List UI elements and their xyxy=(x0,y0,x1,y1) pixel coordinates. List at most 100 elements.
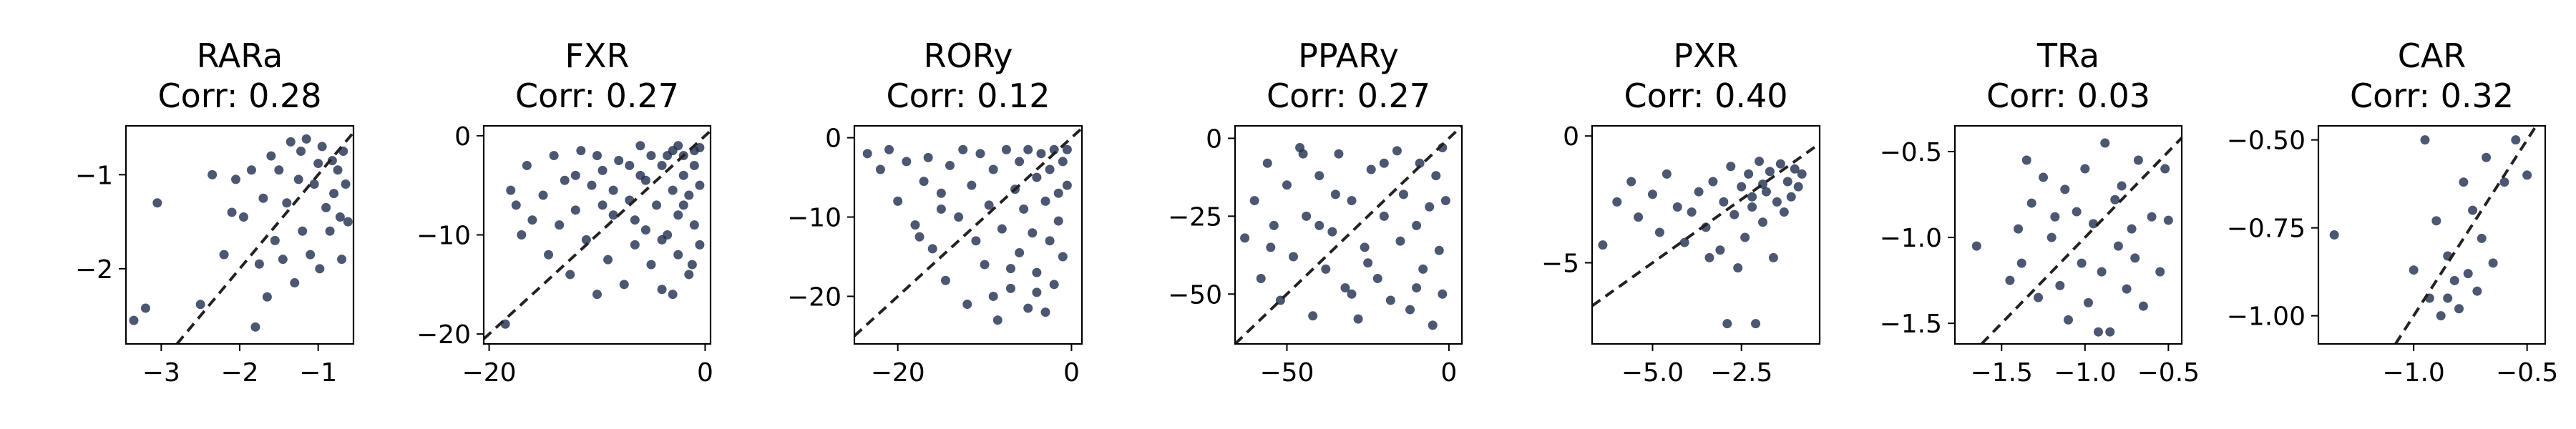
scatter-point xyxy=(603,255,613,265)
plot-area xyxy=(854,127,1082,337)
scatter-point xyxy=(954,212,964,222)
scatter-point xyxy=(570,205,580,215)
scatter-point xyxy=(1747,202,1757,212)
scatter-point xyxy=(640,225,650,235)
identity-line xyxy=(1980,137,2182,344)
y-tick-label: −2 xyxy=(75,255,113,285)
scatter-point xyxy=(1005,264,1015,274)
scatter-point xyxy=(630,215,640,225)
scatter-point xyxy=(657,285,667,295)
scatter-point xyxy=(2014,224,2024,234)
scatter-point xyxy=(254,259,264,269)
scatter-point xyxy=(668,185,678,195)
y-tick-label: −5 xyxy=(1541,250,1579,279)
y-tick-label: 0 xyxy=(1563,122,1579,152)
scatter-point xyxy=(1747,192,1757,202)
y-tick-label: −1.0 xyxy=(1880,224,1942,253)
scatter-point xyxy=(219,250,229,260)
scatter-point xyxy=(2472,286,2482,296)
scatter-point xyxy=(2160,164,2170,174)
scatter-point xyxy=(1062,180,1072,190)
x-tick-label: −20 xyxy=(462,358,517,388)
scatter-point xyxy=(1708,177,1718,187)
scatter-point xyxy=(967,180,977,190)
y-tick-label: −10 xyxy=(787,204,841,233)
plot-area xyxy=(1971,137,2182,344)
scatter-point xyxy=(1395,236,1405,246)
y-tick-label: −1 xyxy=(75,161,113,190)
x-tick-label: −1.5 xyxy=(1971,358,2033,388)
scatter-point xyxy=(914,232,924,242)
chart-title: RORy xyxy=(924,36,1013,75)
chart-correlation: Corr: 0.40 xyxy=(1624,77,1787,115)
scatter-point xyxy=(1744,169,1754,179)
scatter-point xyxy=(511,200,521,210)
scatter-point xyxy=(231,174,241,184)
scatter-point xyxy=(1385,295,1395,305)
scatter-point xyxy=(2147,212,2157,222)
scatter-point xyxy=(2072,207,2082,217)
scatter-point xyxy=(282,198,292,208)
scatter-point xyxy=(997,224,1007,234)
scatter-point xyxy=(984,200,994,210)
scatter-point xyxy=(1392,146,1402,156)
y-tick-label: 0 xyxy=(454,122,471,152)
scatter-point xyxy=(958,144,968,154)
scatter-point xyxy=(581,235,591,245)
scatter-point xyxy=(317,142,327,152)
y-tick-label: −10 xyxy=(416,222,471,251)
scatter-point xyxy=(337,255,347,265)
scatter-point xyxy=(988,291,998,301)
scatter-point xyxy=(1282,180,1292,190)
scatter-point xyxy=(1314,220,1324,230)
scatter-point xyxy=(549,151,559,161)
scatter-point xyxy=(1694,187,1704,197)
scatter-point xyxy=(652,200,662,210)
scatter-point xyxy=(1438,289,1448,299)
scatter-point xyxy=(608,185,618,195)
scatter-point xyxy=(597,165,608,175)
scatter-point xyxy=(1363,258,1373,268)
scatter-point xyxy=(2083,297,2093,307)
scatter-point xyxy=(576,146,586,156)
scatter-point xyxy=(1779,207,1789,217)
scatter-point xyxy=(1737,182,1747,192)
scatter-point xyxy=(1058,157,1068,167)
chart-correlation: Corr: 0.27 xyxy=(515,77,679,115)
scatter-point xyxy=(2511,135,2521,145)
scatter-point xyxy=(2097,267,2107,277)
scatter-point xyxy=(1240,233,1250,243)
scatter-point xyxy=(301,134,311,144)
scatter-point xyxy=(2463,269,2473,279)
scatter-point xyxy=(1971,241,1981,251)
scatter-point xyxy=(1045,164,1055,174)
scatter-point xyxy=(1314,171,1324,181)
x-tick-label: −1.0 xyxy=(2382,358,2444,388)
scatter-point xyxy=(2113,241,2123,251)
scatter-point xyxy=(640,175,650,185)
scatter-point xyxy=(2105,327,2115,337)
y-tick-label: −20 xyxy=(787,282,841,312)
scatter-point xyxy=(2468,205,2478,215)
scatter-point xyxy=(2477,233,2487,243)
scatter-point xyxy=(1415,158,1425,168)
scatter-point xyxy=(1266,242,1276,252)
scatter-point xyxy=(1687,207,1697,217)
scatter-point xyxy=(522,160,532,170)
scatter-point xyxy=(1256,274,1266,283)
scatter-point xyxy=(290,278,300,288)
scatter-point xyxy=(195,300,205,310)
scatter-point xyxy=(635,141,645,151)
x-tick-label: −3 xyxy=(142,358,180,388)
scatter-point xyxy=(2021,155,2031,165)
scatter-point xyxy=(1755,157,1765,167)
scatter-point xyxy=(927,244,937,254)
scatter-point xyxy=(1347,289,1357,299)
scatter-point xyxy=(2436,311,2446,321)
scatter-point xyxy=(298,226,308,236)
scatter-point xyxy=(1782,177,1792,187)
scatter-point xyxy=(684,190,694,200)
identity-line xyxy=(854,127,1082,337)
